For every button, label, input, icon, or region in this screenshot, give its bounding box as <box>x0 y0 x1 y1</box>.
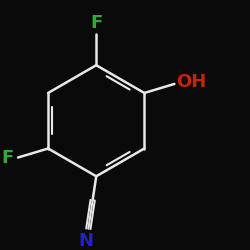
Text: F: F <box>90 14 102 32</box>
Text: F: F <box>1 148 13 166</box>
Text: OH: OH <box>176 72 206 90</box>
Text: N: N <box>78 232 94 250</box>
